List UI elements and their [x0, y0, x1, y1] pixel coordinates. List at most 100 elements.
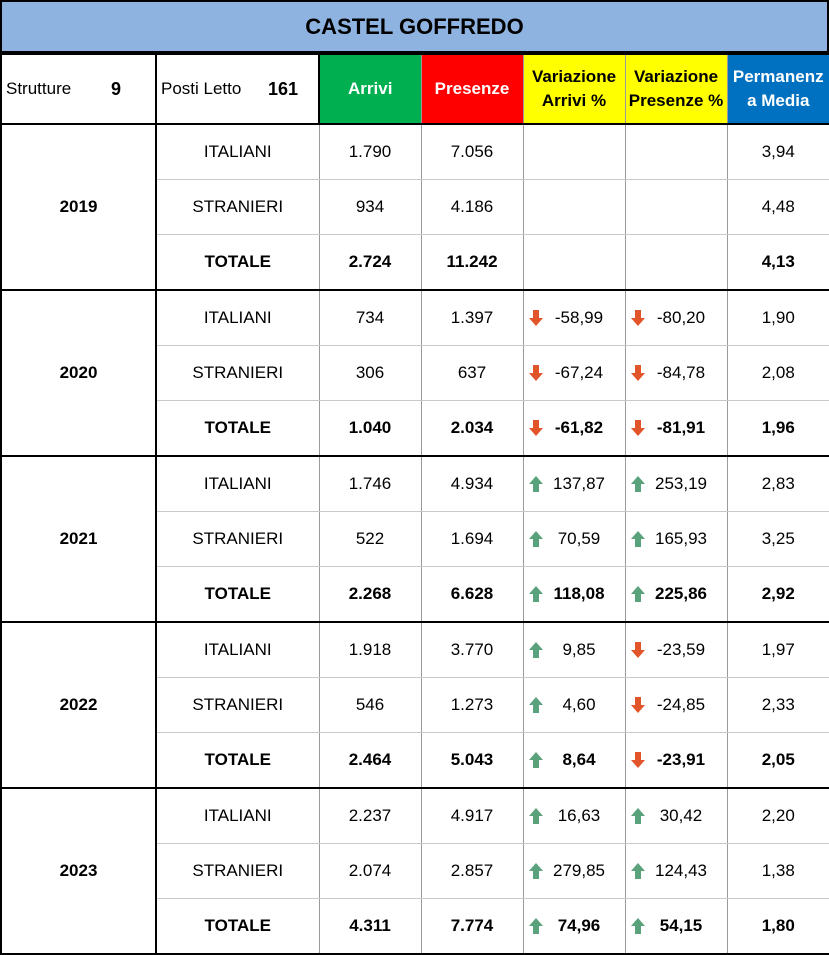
- arrow-up-icon: [630, 586, 645, 602]
- total-row: TOTALE 2.464 5.043 8,64 -23,91 2,05: [1, 732, 829, 789]
- row-type: ITALIANI: [156, 124, 319, 180]
- variazione-arrivi-cell-value: -61,82: [554, 418, 604, 437]
- header-variazione-arrivi: Variazione Arrivi %: [522, 53, 625, 125]
- variazione-arrivi-cell-value: 9,85: [562, 640, 596, 659]
- variazione-arrivi-cell-value: -67,24: [554, 363, 604, 382]
- arrow-up-icon: [528, 586, 543, 602]
- row-type: STRANIERI: [156, 511, 319, 567]
- variazione-arrivi-cell-value: 118,08: [553, 584, 605, 603]
- variazione-arrivi-cell-value: 8,64: [562, 750, 596, 769]
- variazione-presenze-cell: -23,59: [624, 622, 727, 678]
- sheet-title: CASTEL GOFFREDO: [0, 0, 829, 53]
- arrow-down-icon: [528, 365, 543, 381]
- variazione-arrivi-cell: [522, 124, 625, 180]
- header-variazione-presenze: Variazione Presenze %: [624, 53, 727, 125]
- presenze-cell: 5.043: [420, 732, 523, 789]
- table-row: STRANIERI 546 1.273 4,60 -24,85 2,33: [1, 677, 829, 733]
- permanenza-cell: 1,97: [726, 622, 829, 678]
- presenze-cell: 637: [420, 345, 523, 401]
- permanenza-cell: 1,90: [726, 290, 829, 346]
- row-type: ITALIANI: [156, 788, 319, 844]
- variazione-presenze-cell: 30,42: [624, 788, 727, 844]
- variazione-presenze-cell: [624, 179, 727, 235]
- variazione-arrivi-cell-value: -58,99: [554, 308, 604, 327]
- posti-letto-label: Posti Letto: [161, 78, 242, 98]
- row-type: STRANIERI: [156, 677, 319, 733]
- arrow-down-icon: [630, 697, 645, 713]
- permanenza-cell: 2,33: [726, 677, 829, 733]
- permanenza-cell: 4,48: [726, 179, 829, 235]
- variazione-arrivi-cell-value: 279,85: [553, 861, 605, 880]
- presenze-cell: 1.273: [420, 677, 523, 733]
- arrivi-cell: 734: [318, 290, 421, 346]
- presenze-cell: 7.774: [420, 898, 523, 955]
- header-row: Strutture 9 Posti Letto 161 Arrivi Prese…: [0, 53, 829, 125]
- arrivi-cell: 1.790: [318, 124, 421, 180]
- header-arrivi: Arrivi: [318, 53, 421, 125]
- presenze-cell: 1.397: [420, 290, 523, 346]
- permanenza-cell: 1,80: [726, 898, 829, 955]
- row-type: TOTALE: [156, 732, 319, 789]
- permanenza-cell: 4,13: [726, 234, 829, 291]
- table-row: 2021 ITALIANI 1.746 4.934 137,87 253,19 2,83: [0, 456, 829, 623]
- variazione-presenze-cell-value: 54,15: [659, 916, 703, 935]
- variazione-presenze-cell-value: 253,19: [655, 474, 707, 493]
- arrow-down-icon: [630, 365, 645, 381]
- year-label: 2020: [0, 290, 157, 457]
- variazione-arrivi-cell: 137,87: [522, 456, 625, 512]
- variazione-arrivi-cell-value: 16,63: [557, 806, 601, 825]
- posti-letto-value: 161: [267, 78, 298, 99]
- row-type: ITALIANI: [156, 290, 319, 346]
- variazione-presenze-cell: 165,93: [624, 511, 727, 567]
- arrow-down-icon: [630, 752, 645, 768]
- variazione-presenze-cell: 54,15: [624, 898, 727, 955]
- permanenza-cell: 2,92: [726, 566, 829, 623]
- permanenza-cell: 1,38: [726, 843, 829, 899]
- row-type: STRANIERI: [156, 345, 319, 401]
- presenze-cell: 11.242: [420, 234, 523, 291]
- variazione-presenze-cell: -23,91: [624, 732, 727, 789]
- arrivi-cell: 2.268: [318, 566, 421, 623]
- variazione-arrivi-cell-value: 70,59: [557, 529, 601, 548]
- variazione-arrivi-cell: 279,85: [522, 843, 625, 899]
- variazione-arrivi-cell: 8,64: [522, 732, 625, 789]
- variazione-arrivi-cell: 70,59: [522, 511, 625, 567]
- variazione-presenze-cell-value: -80,20: [656, 308, 706, 327]
- row-type: TOTALE: [156, 898, 319, 955]
- row-type: TOTALE: [156, 400, 319, 457]
- variazione-presenze-cell-value: 225,86: [655, 584, 707, 603]
- variazione-presenze-cell-value: -81,91: [656, 418, 706, 437]
- strutture-cell: Strutture 9: [0, 53, 156, 125]
- arrow-up-icon: [528, 863, 543, 879]
- permanenza-cell: 1,96: [726, 400, 829, 457]
- variazione-presenze-cell: -24,85: [624, 677, 727, 733]
- total-row: TOTALE 2.724 11.242 4,13: [1, 234, 829, 291]
- presenze-cell: 4.934: [420, 456, 523, 512]
- arrow-down-icon: [528, 310, 543, 326]
- variazione-arrivi-cell: 4,60: [522, 677, 625, 733]
- variazione-presenze-cell: -80,20: [624, 290, 727, 346]
- variazione-presenze-cell-value: 124,43: [655, 861, 707, 880]
- variazione-arrivi-cell: 118,08: [522, 566, 625, 623]
- variazione-arrivi-cell-value: 74,96: [557, 916, 601, 935]
- row-type: TOTALE: [156, 234, 319, 291]
- arrivi-cell: 4.311: [318, 898, 421, 955]
- permanenza-cell: 2,20: [726, 788, 829, 844]
- variazione-arrivi-cell: -58,99: [522, 290, 625, 346]
- table-row: 2023 ITALIANI 2.237 4.917 16,63 30,42 2,20: [0, 788, 829, 955]
- row-type: STRANIERI: [156, 843, 319, 899]
- arrivi-cell: 2.237: [318, 788, 421, 844]
- table-row: 2022 ITALIANI 1.918 3.770 9,85 -23,59 1,97: [0, 622, 829, 789]
- variazione-presenze-cell: [624, 124, 727, 180]
- variazione-presenze-cell-value: 30,42: [659, 806, 703, 825]
- total-row: TOTALE 2.268 6.628 118,08 225,86 2,92: [1, 566, 829, 623]
- presenze-cell: 4.917: [420, 788, 523, 844]
- row-type: STRANIERI: [156, 179, 319, 235]
- permanenza-cell: 2,08: [726, 345, 829, 401]
- year-label: 2021: [0, 456, 157, 623]
- presenze-cell: 4.186: [420, 179, 523, 235]
- arrivi-cell: 1.746: [318, 456, 421, 512]
- presenze-cell: 7.056: [420, 124, 523, 180]
- variazione-arrivi-cell: [522, 234, 625, 291]
- variazione-presenze-cell: 225,86: [624, 566, 727, 623]
